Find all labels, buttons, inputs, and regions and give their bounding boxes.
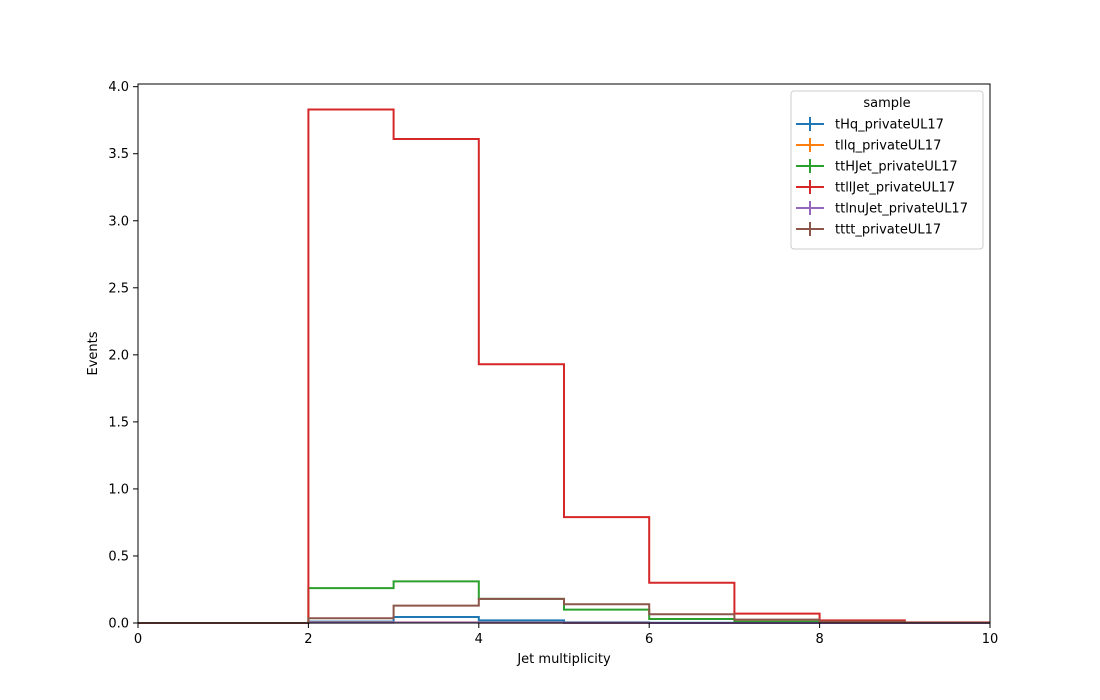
y-tick-label: 2.0 (108, 348, 129, 363)
legend: sample tHq_privateUL17 tllq_privateUL17 ttH… (790, 90, 984, 250)
y-tick-label: 0.5 (108, 549, 129, 564)
legend-entry-ttHJet_privateUL17: ttHJet_privateUL17 (796, 159, 958, 175)
legend-entry-ttlnuJet_privateUL17: ttlnuJet_privateUL17 (796, 201, 968, 217)
legend-entry-tHq_privateUL17: tHq_privateUL17 (796, 117, 944, 133)
legend-label: ttHJet_privateUL17 (835, 160, 958, 175)
legend-label: tttt_privateUL17 (835, 223, 941, 238)
legend-entry-ttllJet_privateUL17: ttllJet_privateUL17 (796, 180, 955, 196)
y-tick-label: 3.0 (108, 214, 129, 229)
x-tick-label: 0 (134, 632, 142, 647)
axes: 0 2 4 6 8 10 0.0 0.5 1.0 1.5 2.0 2.5 3.0 3.5 4.0 Jet mu… (86, 80, 998, 667)
y-tick-label: 0.0 (108, 617, 129, 632)
legend-title: sample (863, 96, 910, 111)
y-tick-label: 2.5 (108, 281, 129, 296)
x-tick-label: 10 (982, 632, 999, 647)
legend-label: tHq_privateUL17 (835, 118, 944, 133)
y-tick-label: 4.0 (108, 80, 129, 95)
x-tick-label: 6 (645, 632, 653, 647)
legend-entry-tttt_privateUL17: tttt_privateUL17 (796, 222, 941, 238)
x-tick-label: 2 (304, 632, 312, 647)
legend-box (790, 90, 984, 250)
legend-label: tllq_privateUL17 (835, 139, 941, 154)
y-tick-label: 1.0 (108, 482, 129, 497)
legend-label: ttlnuJet_privateUL17 (835, 202, 968, 217)
series-line-tttt_privateUL17 (138, 597, 990, 624)
axes-frame (137, 83, 991, 624)
x-tick-label: 8 (815, 632, 823, 647)
legend-label: ttllJet_privateUL17 (835, 181, 955, 196)
x-tick-label: 4 (475, 632, 483, 647)
y-tick-label: 1.5 (108, 415, 129, 430)
y-tick-label: 3.5 (108, 147, 129, 162)
x-axis-label: Jet multiplicity (516, 652, 611, 667)
legend-entry-tllq_privateUL17: tllq_privateUL17 (796, 138, 941, 154)
y-axis-label: Events (86, 331, 101, 375)
